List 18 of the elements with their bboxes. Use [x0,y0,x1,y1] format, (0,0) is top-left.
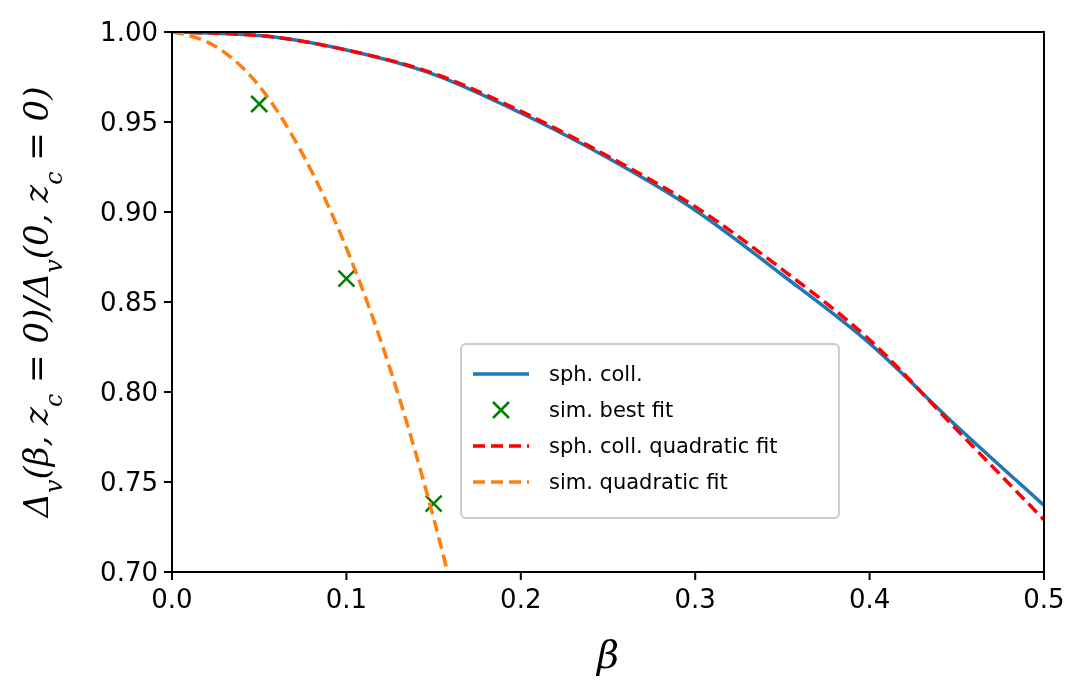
y-tick-label: 0.80 [100,377,158,408]
y-tick-label: 0.75 [100,467,158,498]
point [249,94,269,114]
legend-label: sph. coll. quadratic fit [549,434,778,459]
x-tick-label: 0.3 [674,584,716,614]
x-axis-title: β [595,633,619,677]
legend-label: sph. coll. [549,362,643,387]
legend-label: sim. quadratic fit [549,470,728,495]
y-tick-label: 0.90 [100,197,158,228]
point [337,269,356,288]
x-tick-label: 0.1 [325,584,368,614]
y-tick-label: 0.85 [100,287,158,318]
y-tick-label: 1.00 [100,17,158,48]
x-tick-label: 0.2 [500,584,542,614]
y-tick-label: 0.95 [100,107,158,138]
x-tick-label: 0.5 [1023,584,1065,614]
x-tick-label: 0.4 [848,584,891,614]
legend-label: sim. best fit [549,398,674,423]
